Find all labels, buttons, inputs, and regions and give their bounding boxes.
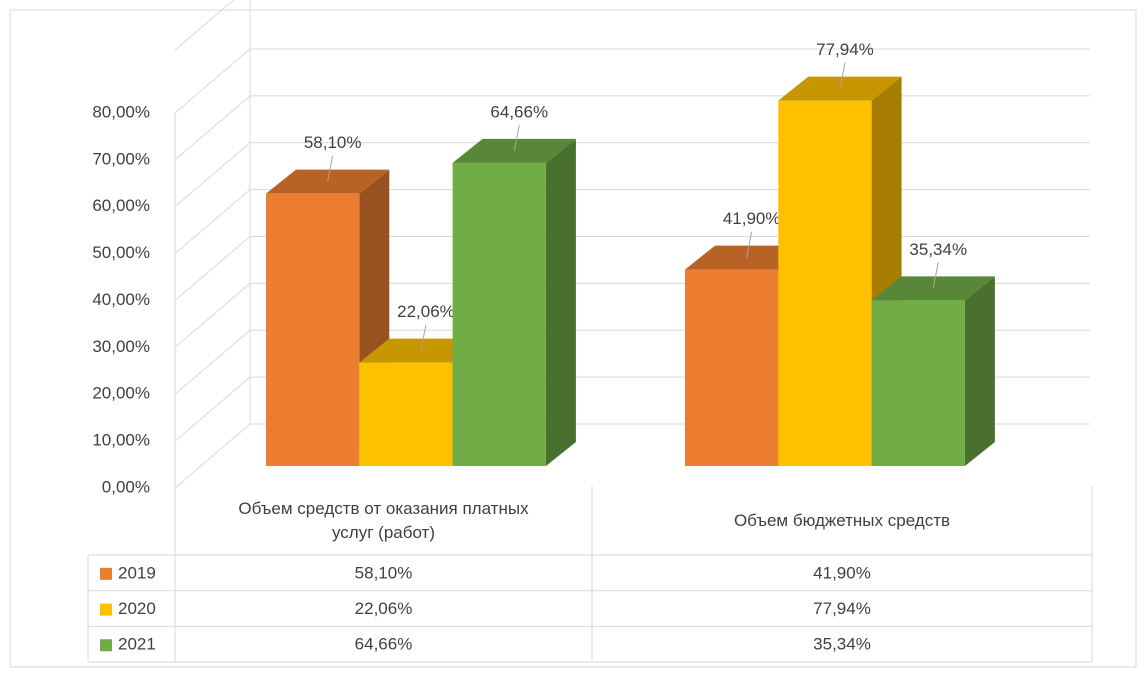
value-label: 35,34% [909, 240, 967, 259]
y-tick-label: 60,00% [92, 196, 150, 215]
table-cell: 77,94% [813, 599, 871, 618]
bar-front [266, 193, 360, 466]
y-tick-label: 40,00% [92, 290, 150, 309]
bar-front [452, 162, 546, 466]
grid-line [174, 189, 251, 255]
category-text: Объем средств от оказания платных услуг … [238, 498, 529, 542]
legend-swatch [100, 603, 112, 616]
bar-side [545, 138, 576, 466]
leader-line [420, 324, 427, 351]
bar [871, 276, 995, 466]
bar-side [964, 276, 995, 466]
category-text: Объем бюджетных средств [733, 510, 951, 530]
bar-top [778, 76, 902, 101]
bar-front [778, 100, 872, 466]
table-cell: 35,34% [813, 635, 871, 654]
y-tick-label: 70,00% [92, 149, 150, 168]
legend-label: 2020 [118, 599, 156, 618]
value-label: 64,66% [490, 102, 548, 121]
bar [452, 138, 576, 466]
leader-line [746, 231, 753, 258]
value-label: 41,90% [723, 209, 781, 228]
y-tick-label: 0,00% [102, 477, 150, 496]
y-tick-label: 80,00% [92, 102, 150, 121]
y-tick-label: 20,00% [92, 384, 150, 403]
grid-line [174, 95, 251, 161]
legend-label: 2021 [118, 635, 156, 654]
grid-line [174, 376, 251, 442]
grid-line [174, 48, 251, 114]
category-label: Объем средств от оказания платных услуг … [238, 498, 529, 542]
grid-line [174, 236, 251, 301]
category-label: Объем бюджетных средств [733, 510, 951, 530]
table-cell: 41,90% [813, 563, 871, 582]
y-tick-label: 50,00% [92, 243, 150, 262]
bar-front [685, 269, 779, 466]
legend-swatch [100, 567, 112, 580]
legend-label: 2019 [118, 563, 156, 582]
bar-front [871, 300, 965, 466]
leader-line [932, 262, 939, 289]
value-label: 22,06% [397, 302, 455, 321]
bar-front [359, 362, 453, 466]
grid-line [174, 329, 251, 395]
table-cell: 58,10% [355, 563, 413, 582]
y-tick-label: 30,00% [92, 337, 150, 356]
value-label: 58,10% [304, 133, 362, 152]
y-tick-label: 10,00% [92, 431, 150, 450]
wall-top [174, 0, 235, 51]
legend-swatch [100, 639, 112, 652]
leader-line [513, 124, 520, 152]
leader-line [327, 155, 334, 182]
grid-line [174, 282, 251, 348]
grid-line [174, 423, 251, 489]
grid-line [174, 142, 251, 208]
table-cell: 64,66% [355, 635, 413, 654]
table-cell: 22,06% [355, 599, 413, 618]
leader-line [839, 62, 846, 89]
value-label: 77,94% [816, 40, 874, 59]
